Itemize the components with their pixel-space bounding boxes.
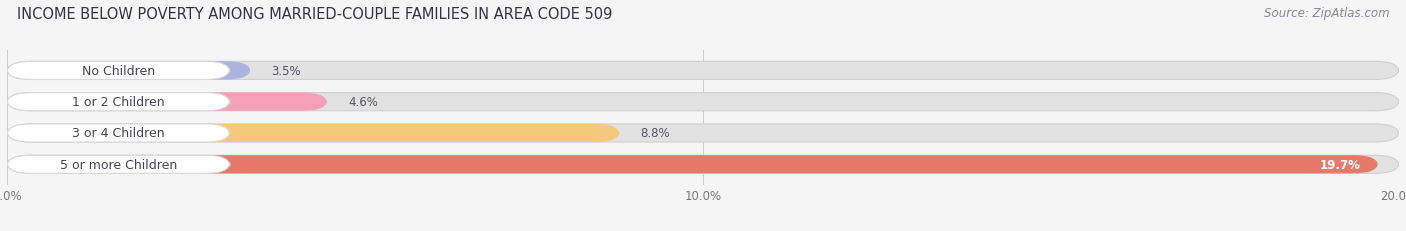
FancyBboxPatch shape bbox=[7, 93, 1399, 111]
FancyBboxPatch shape bbox=[7, 62, 1399, 80]
Text: 3 or 4 Children: 3 or 4 Children bbox=[72, 127, 165, 140]
FancyBboxPatch shape bbox=[7, 155, 1399, 173]
FancyBboxPatch shape bbox=[7, 124, 1399, 143]
FancyBboxPatch shape bbox=[7, 62, 229, 80]
FancyBboxPatch shape bbox=[7, 62, 250, 80]
Text: INCOME BELOW POVERTY AMONG MARRIED-COUPLE FAMILIES IN AREA CODE 509: INCOME BELOW POVERTY AMONG MARRIED-COUPL… bbox=[17, 7, 612, 22]
Text: 19.7%: 19.7% bbox=[1320, 158, 1361, 171]
Text: Source: ZipAtlas.com: Source: ZipAtlas.com bbox=[1264, 7, 1389, 20]
Text: No Children: No Children bbox=[82, 65, 155, 78]
Text: 1 or 2 Children: 1 or 2 Children bbox=[72, 96, 165, 109]
Text: 4.6%: 4.6% bbox=[349, 96, 378, 109]
FancyBboxPatch shape bbox=[7, 124, 229, 143]
Text: 5 or more Children: 5 or more Children bbox=[60, 158, 177, 171]
FancyBboxPatch shape bbox=[7, 124, 620, 143]
FancyBboxPatch shape bbox=[7, 155, 1378, 173]
FancyBboxPatch shape bbox=[7, 93, 328, 111]
Text: 3.5%: 3.5% bbox=[271, 65, 301, 78]
Text: 8.8%: 8.8% bbox=[640, 127, 671, 140]
FancyBboxPatch shape bbox=[7, 93, 229, 111]
FancyBboxPatch shape bbox=[7, 155, 229, 173]
